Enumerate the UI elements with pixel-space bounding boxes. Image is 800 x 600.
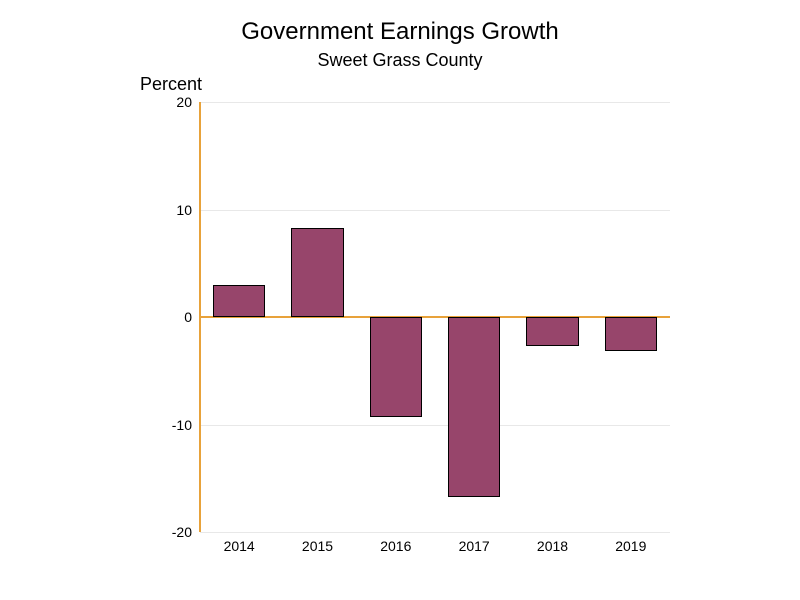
x-tick-label: 2018 [513,538,591,554]
bar [291,228,343,317]
x-tick-label: 2014 [200,538,278,554]
bar [448,317,500,497]
gridline [200,102,670,103]
y-axis-label: Percent [140,74,202,95]
gridline [200,532,670,533]
y-tick-label: 10 [152,202,192,218]
chart-subtitle: Sweet Grass County [0,50,800,71]
bar [526,317,578,346]
chart-title: Government Earnings Growth [0,18,800,46]
y-tick-label: 0 [152,309,192,325]
plot-area [200,102,670,532]
bar [370,317,422,417]
x-axis-line [200,316,670,318]
x-tick-label: 2015 [278,538,356,554]
y-tick-label: -10 [152,417,192,433]
bar [605,317,657,351]
y-tick-label: 20 [152,94,192,110]
x-tick-label: 2019 [592,538,670,554]
gridline [200,210,670,211]
y-tick-label: -20 [152,524,192,540]
x-tick-label: 2016 [357,538,435,554]
x-tick-label: 2017 [435,538,513,554]
bar [213,285,265,317]
gridline [200,425,670,426]
y-axis-line [199,102,201,532]
